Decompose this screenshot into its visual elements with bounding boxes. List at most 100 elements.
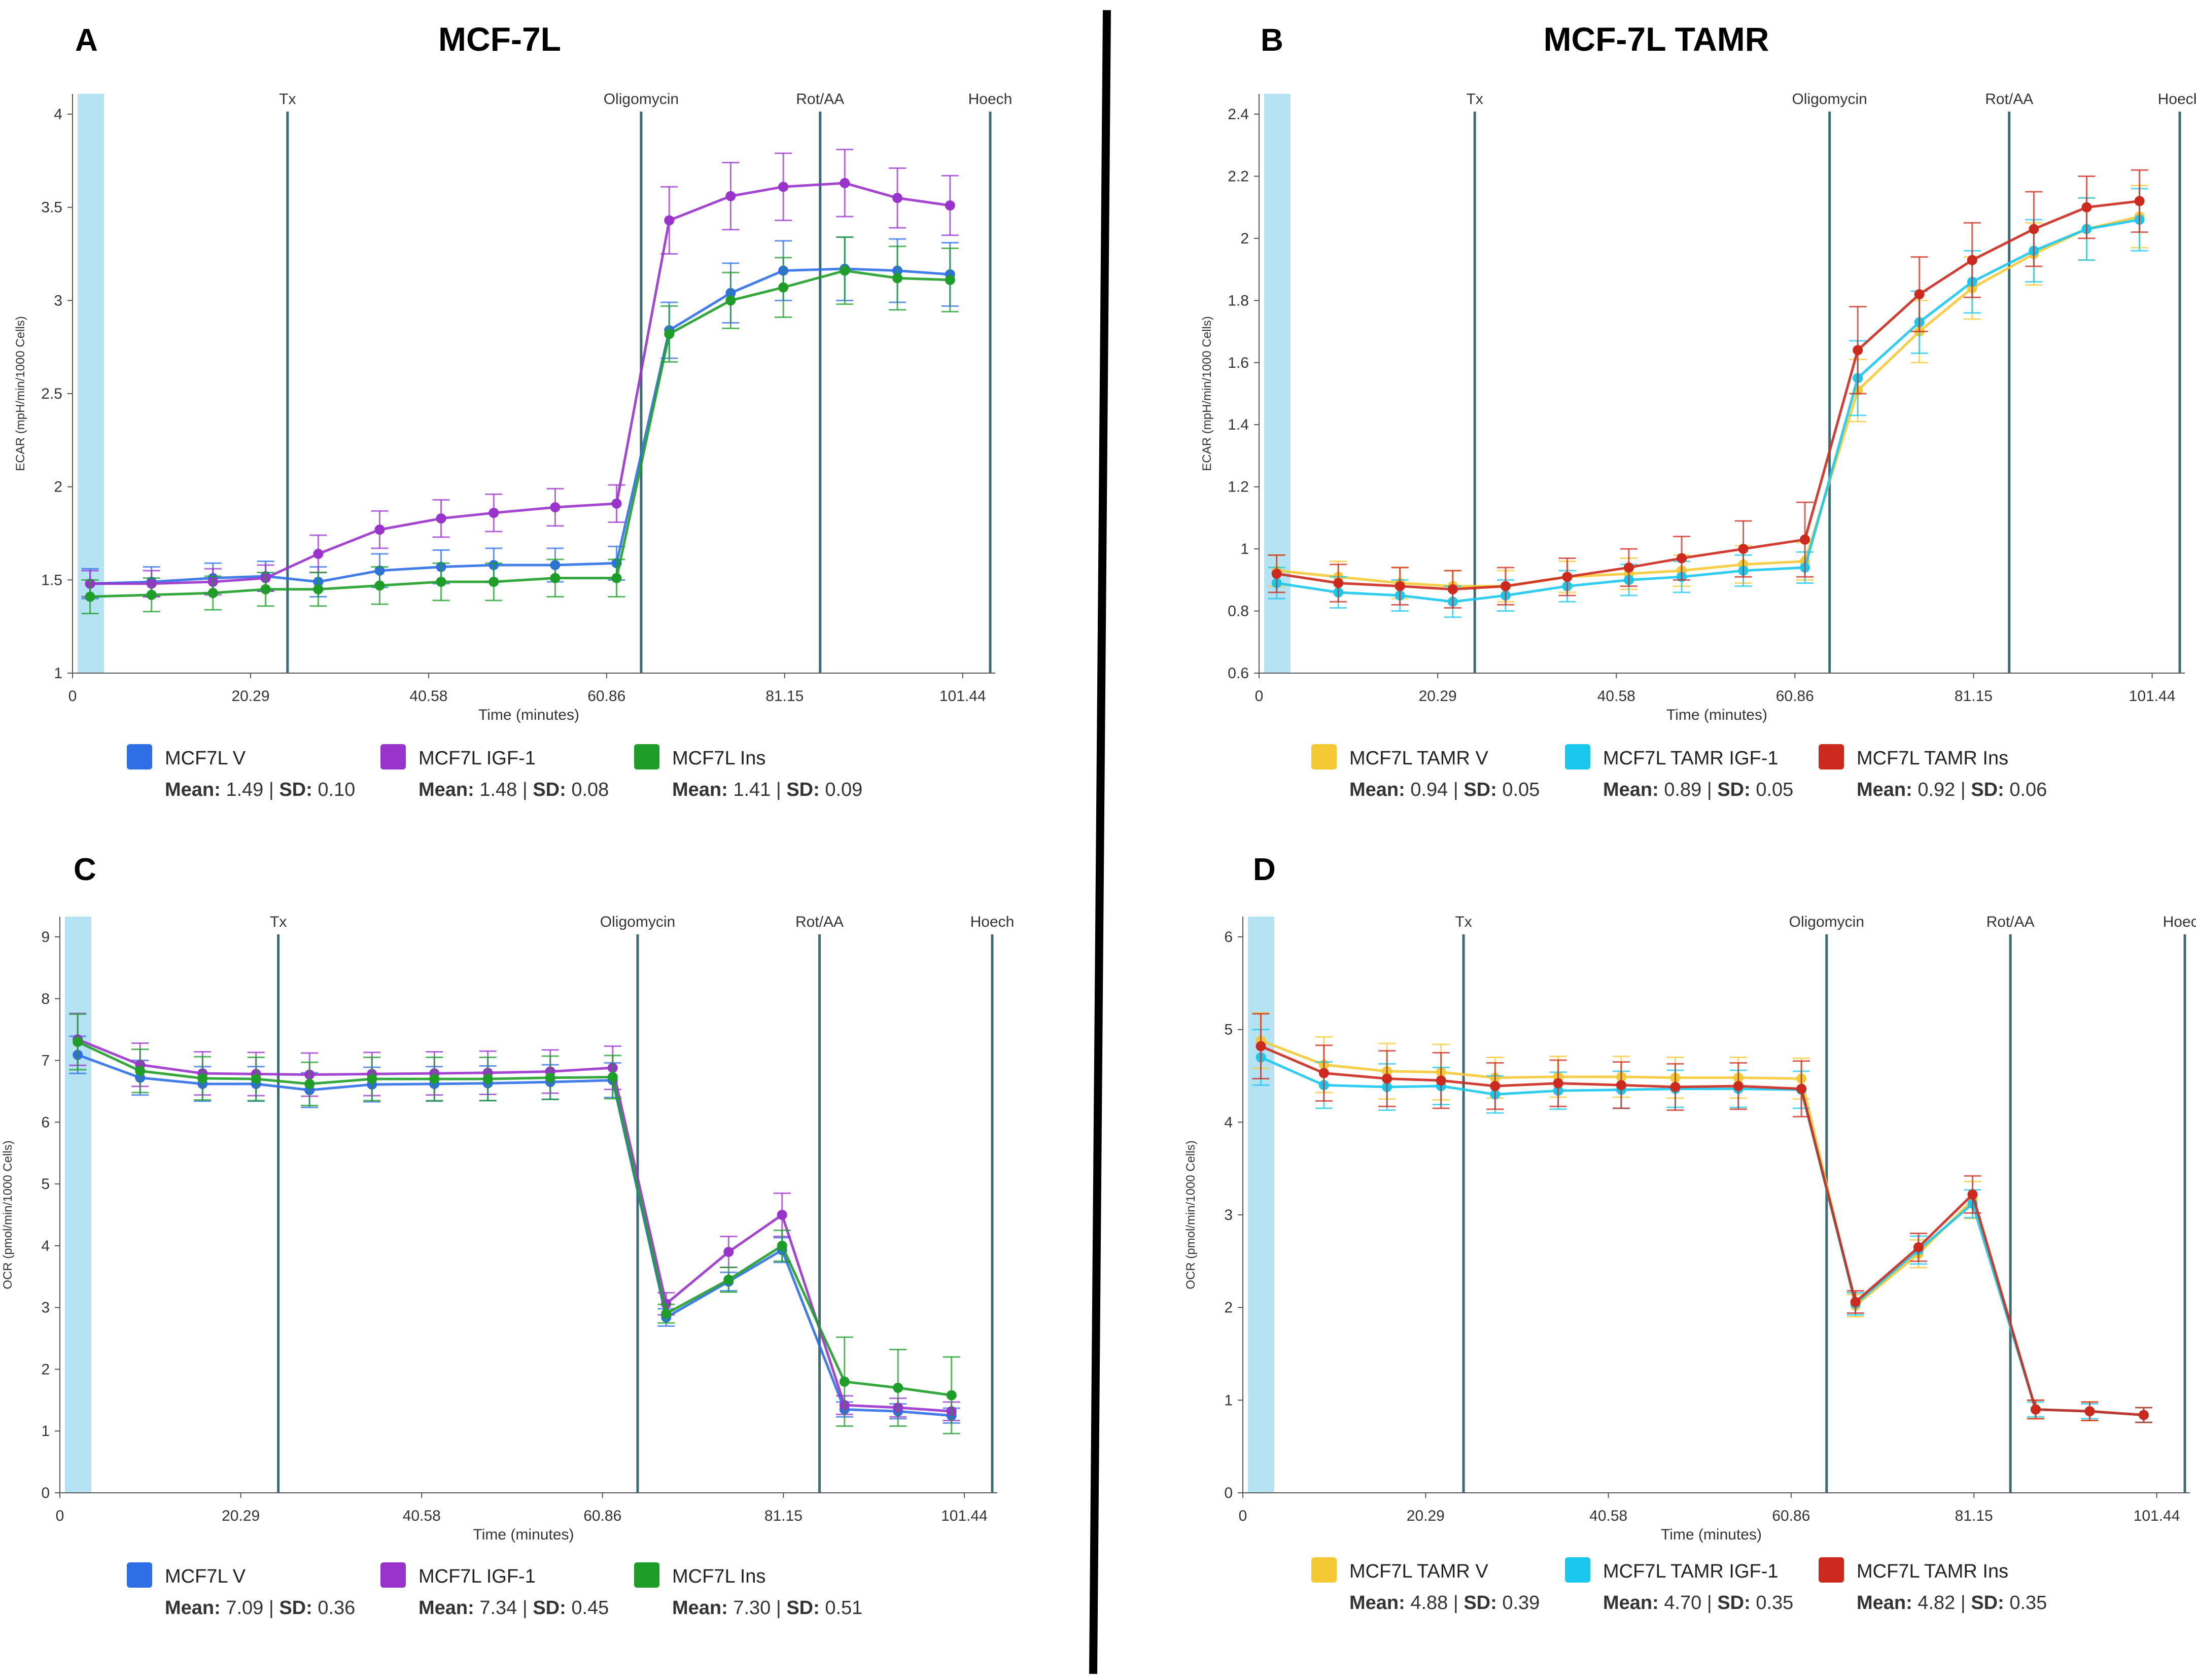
x-axis-label: Time (minutes) <box>478 707 579 723</box>
x-tick-label: 40.58 <box>1589 1508 1627 1524</box>
data-point <box>664 329 675 339</box>
y-tick-label: 3 <box>54 292 62 309</box>
data-point <box>839 1376 850 1387</box>
series-line <box>90 269 950 598</box>
x-tick-label: 0 <box>68 688 77 705</box>
data-point <box>892 273 903 284</box>
y-tick-label: 2.2 <box>1228 168 1249 185</box>
legend-swatch <box>380 744 406 769</box>
data-point <box>664 215 675 226</box>
data-point <box>1850 1297 1861 1307</box>
x-tick-label: 60.86 <box>583 1508 621 1524</box>
legend-item: MCF7L TAMR Ins Mean: 4.82 | SD: 0.35 <box>1819 1557 2047 1614</box>
data-point <box>725 295 736 306</box>
series-line <box>1276 218 2140 603</box>
data-point <box>1623 562 1634 573</box>
legend-stats: Mean: 0.92 | SD: 0.06 <box>1857 779 2047 800</box>
legend-swatch <box>1565 1557 1590 1583</box>
data-point <box>482 1074 493 1084</box>
legend-stats: Mean: 7.34 | SD: 0.45 <box>419 1597 609 1619</box>
injection-label: Hoech <box>970 914 1015 930</box>
x-tick-label: 40.58 <box>409 688 447 705</box>
y-tick-label: 4 <box>54 106 62 123</box>
data-point <box>1913 1242 1924 1252</box>
legend-label: MCF7L V <box>165 748 246 769</box>
series <box>1268 185 2148 603</box>
x-tick-label: 20.29 <box>231 688 269 705</box>
injection-label: Oligomycin <box>1792 91 1867 108</box>
legend-item: MCF7L V Mean: 1.49 | SD: 0.10 <box>127 744 355 800</box>
injection-label: Rot/AA <box>1986 914 2035 930</box>
legend-label: MCF7L TAMR Ins <box>1857 1561 2008 1582</box>
legend-item: MCF7L TAMR V Mean: 0.94 | SD: 0.05 <box>1311 744 1540 800</box>
legend-stats: Mean: 7.09 | SD: 0.36 <box>165 1597 355 1619</box>
data-point <box>1382 1073 1392 1084</box>
legend-stats: Mean: 1.41 | SD: 0.09 <box>672 779 862 800</box>
data-point <box>946 1390 957 1401</box>
y-tick-label: 2 <box>1224 1300 1233 1316</box>
data-point <box>892 193 903 203</box>
y-tick-label: 1.4 <box>1228 416 1249 433</box>
data-point <box>611 573 622 583</box>
legend-swatch <box>1311 744 1337 769</box>
legend-label: MCF7L TAMR Ins <box>1857 748 2008 769</box>
panel-a: A MCF-7L 1 1.5 2 2.5 3 3.5 4 0 20.29 40.58 60.86 81.1… <box>14 20 1012 800</box>
data-point <box>1562 572 1573 582</box>
x-tick-label: 40.58 <box>1597 688 1635 705</box>
y-tick-label: 2 <box>54 479 62 496</box>
y-axis-label: OCR (pmol/min/1000 Cells) <box>1184 1140 1198 1289</box>
legend-stats: Mean: 7.30 | SD: 0.51 <box>672 1597 862 1619</box>
baseline-band <box>1248 917 1274 1493</box>
data-point <box>73 1037 83 1047</box>
series-line <box>1260 1056 2144 1417</box>
legend-label: MCF7L TAMR V <box>1349 1561 1488 1582</box>
legend-item: MCF7L Ins Mean: 1.41 | SD: 0.09 <box>634 744 862 800</box>
legend-stats: Mean: 1.48 | SD: 0.08 <box>419 779 609 800</box>
x-tick-label: 0 <box>56 1508 64 1524</box>
data-point <box>1490 1081 1501 1092</box>
y-tick-label: 5 <box>41 1176 50 1193</box>
legend-stats: Mean: 4.70 | SD: 0.35 <box>1603 1592 1793 1614</box>
y-tick-label: 2 <box>41 1361 50 1378</box>
y-tick-label: 9 <box>41 929 50 946</box>
data-point <box>2138 1410 2149 1420</box>
y-tick-label: 1.8 <box>1228 292 1249 309</box>
y-tick-label: 3 <box>41 1300 50 1316</box>
legend-item: MCF7L TAMR Ins Mean: 0.92 | SD: 0.06 <box>1819 744 2047 800</box>
data-point <box>1853 345 1863 356</box>
series-line <box>77 1038 952 1413</box>
series-line <box>90 182 951 585</box>
data-point <box>489 577 499 587</box>
y-tick-label: 6 <box>41 1114 50 1131</box>
data-point <box>85 591 95 602</box>
data-point <box>2081 202 2092 213</box>
x-tick-label: 81.15 <box>1955 1508 1993 1524</box>
data-point <box>207 588 218 599</box>
data-point <box>723 1274 734 1285</box>
data-point <box>550 573 561 583</box>
data-point <box>146 589 157 600</box>
y-tick-label: 1 <box>41 1423 50 1440</box>
x-tick-label: 20.29 <box>1407 1508 1445 1524</box>
data-point <box>611 498 622 509</box>
series-line <box>90 267 950 585</box>
y-tick-label: 1 <box>1240 541 1249 557</box>
data-point <box>260 584 271 594</box>
data-point <box>304 1078 315 1089</box>
data-point <box>1436 1075 1446 1086</box>
legend-label: MCF7L Ins <box>672 1566 765 1587</box>
data-point <box>1967 1189 1978 1200</box>
series <box>1252 1013 2152 1423</box>
injection-label: Rot/AA <box>795 914 844 930</box>
data-point <box>607 1072 618 1082</box>
data-point <box>251 1074 261 1084</box>
y-tick-label: 4 <box>41 1238 50 1254</box>
series <box>1268 169 2148 609</box>
x-tick-label: 0 <box>1255 688 1264 705</box>
y-axis-label: ECAR (mpH/min/1000 Cells) <box>1200 316 1214 471</box>
data-point <box>725 191 736 201</box>
injection-label: Oligomycin <box>1789 914 1864 930</box>
y-tick-label: 8 <box>41 991 50 1007</box>
data-point <box>313 548 324 559</box>
